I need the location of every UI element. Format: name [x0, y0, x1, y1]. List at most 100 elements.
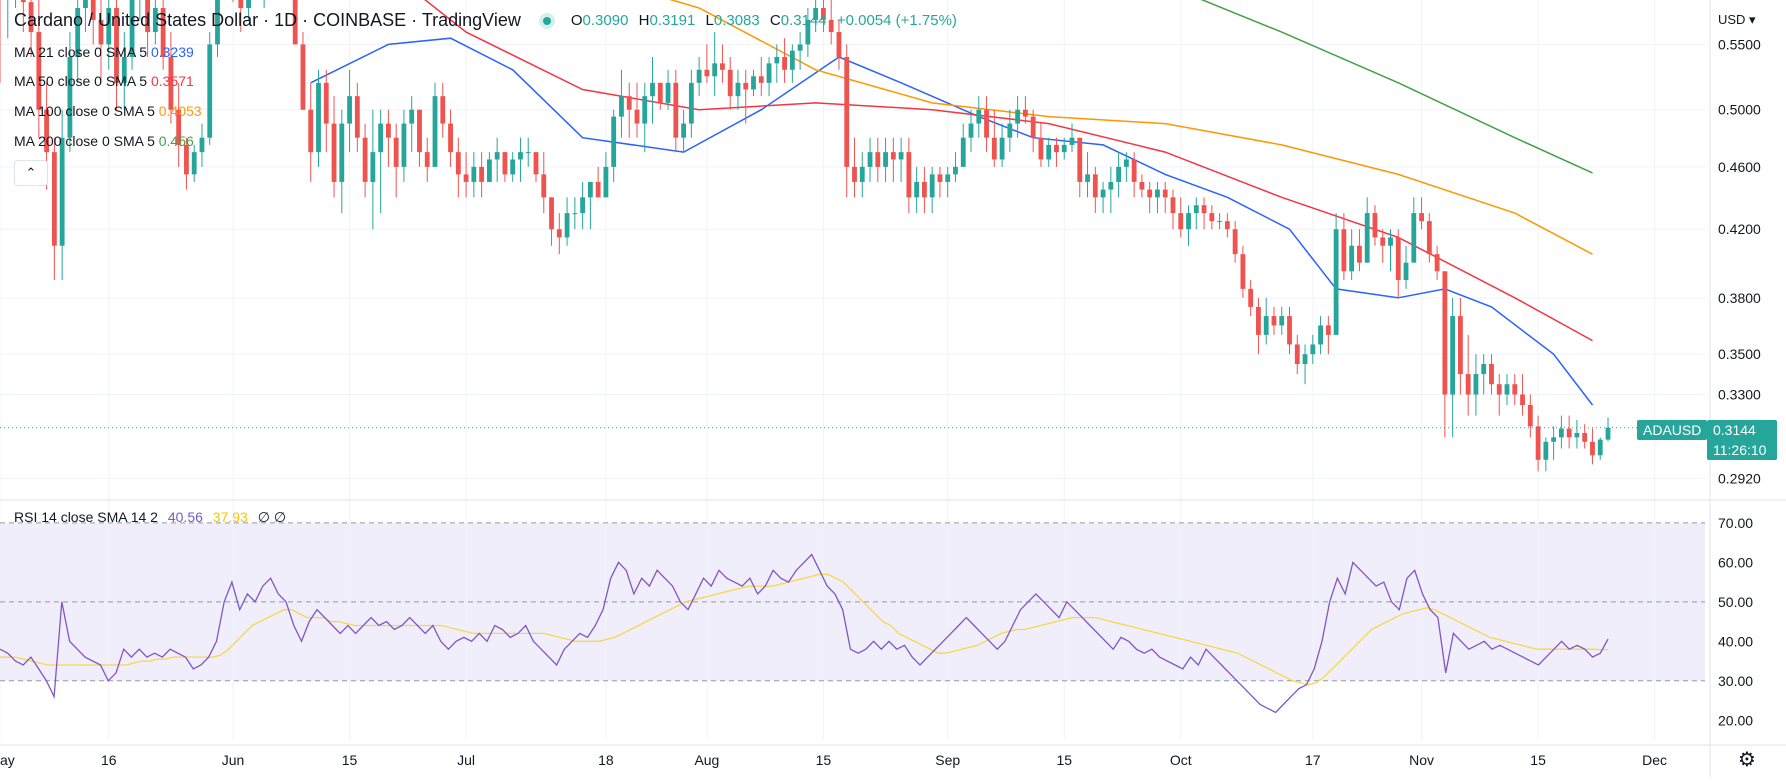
low-label: L: [705, 12, 714, 29]
rsi-line: [0, 553, 1609, 714]
candle-body: [1209, 213, 1215, 222]
candle-body: [347, 96, 352, 124]
candle-body: [1038, 137, 1044, 160]
currency-selector[interactable]: USD ▾: [1718, 12, 1756, 27]
candle-body: [696, 69, 702, 83]
ma-200-legend[interactable]: MA 200 close 0 SMA 5 0.456: [14, 133, 194, 149]
candle-body: [782, 56, 787, 70]
candle-body: [215, 0, 220, 45]
candle-body: [805, 19, 811, 45]
candle-body: [378, 123, 384, 153]
candle-body: [114, 8, 119, 83]
candle-body: [704, 69, 710, 77]
candle-body: [1325, 325, 1331, 335]
candle-body: [370, 152, 376, 182]
candle-body: [1605, 427, 1611, 440]
candle-body: [1403, 262, 1409, 281]
candle-body: [510, 159, 516, 175]
change-value: +0.0054 (+1.75%): [836, 12, 957, 29]
ma-line: [424, 0, 1593, 342]
candle-body: [424, 152, 430, 167]
candle-body: [914, 181, 920, 198]
candle-body: [595, 181, 601, 198]
symbol-price-tag: ADAUSD: [1637, 420, 1707, 440]
ma-50-legend[interactable]: MA 50 close 0 SMA 5 0.3571: [14, 73, 194, 89]
candle-body: [1240, 254, 1246, 289]
candle-body: [1372, 213, 1378, 238]
candle-body: [1201, 205, 1207, 214]
candle-body: [1450, 316, 1456, 395]
price-tick-label: 0.5500: [1718, 36, 1761, 52]
ma-line: [310, 37, 1594, 406]
candle-body: [1341, 229, 1347, 272]
candle-body: [191, 152, 197, 175]
candle-body: [1527, 404, 1533, 427]
candle-body: [1224, 221, 1230, 230]
candle-body: [564, 213, 570, 238]
price-tick-label: 0.4200: [1718, 221, 1761, 237]
candle-body: [1504, 384, 1510, 395]
candle-body: [836, 32, 842, 57]
rsi-tick-label: 20.00: [1718, 712, 1753, 728]
candle-body: [727, 69, 733, 97]
collapse-legend-button[interactable]: ⌃: [14, 160, 48, 186]
candle-body: [1077, 137, 1083, 182]
candle-body: [1535, 426, 1541, 460]
gear-icon[interactable]: ⚙: [1738, 749, 1756, 771]
ohlc-readout: O0.3090 H0.3191 L0.3083 C0.3144 +0.0054 …: [571, 12, 963, 29]
candle-body: [1481, 364, 1487, 375]
candle-body: [720, 63, 725, 70]
time-tick-label: 15: [1056, 752, 1072, 768]
candle-body: [603, 166, 609, 198]
candle-body: [494, 152, 500, 160]
candle-body: [440, 96, 446, 124]
candle-body: [999, 137, 1005, 160]
candle-body: [1294, 344, 1300, 365]
candle-body: [712, 63, 718, 77]
candle-body: [502, 152, 508, 175]
candle-body: [308, 109, 314, 153]
candle-body: [1465, 374, 1471, 395]
ma-50-label: MA 50 close 0 SMA 5: [14, 73, 148, 89]
candle-body: [642, 96, 648, 124]
candle-body: [766, 63, 772, 83]
candle-body: [145, 0, 151, 33]
candle-body: [75, 8, 81, 57]
close-label: C: [769, 12, 781, 29]
candle-body: [572, 213, 578, 215]
candle-body: [1030, 116, 1036, 138]
candle-body: [1543, 441, 1549, 460]
candle-body: [1442, 271, 1448, 395]
candle-body: [432, 96, 438, 167]
rsi-sma-line: [0, 573, 1609, 686]
candle-body: [1318, 325, 1323, 345]
candle-body: [316, 82, 321, 153]
close-value: 0.3144: [780, 12, 827, 29]
candle-body: [1597, 439, 1603, 456]
rsi-tick-label: 60.00: [1718, 554, 1753, 570]
ma-21-value: 0.3239: [150, 44, 194, 60]
ma-100-legend[interactable]: MA 100 close 0 SMA 5 0.4053: [14, 103, 202, 119]
ma-line: [1200, 0, 1593, 174]
candle-body: [1434, 254, 1440, 272]
rsi-legend[interactable]: RSI 14 close SMA 14 2 40.56 37.93 ∅ ∅: [14, 509, 286, 526]
candle-body: [751, 76, 756, 90]
symbol-header: Cardano / United States Dollar · 1D · CO…: [14, 10, 963, 31]
candle-body: [479, 166, 485, 182]
candle-body: [1186, 213, 1191, 230]
candle-body: [1419, 213, 1424, 222]
candle-body: [51, 152, 57, 246]
rsi-tick-label: 40.00: [1718, 633, 1753, 649]
candle-body: [1380, 237, 1386, 246]
price-tick-label: 0.2920: [1718, 470, 1761, 486]
candle-body: [1590, 441, 1595, 456]
ma-21-legend[interactable]: MA 21 close 0 SMA 5 0.3239: [14, 44, 194, 60]
candle-body: [354, 96, 360, 138]
rsi-label: RSI 14 close SMA 14 2: [14, 509, 158, 525]
candle-body: [331, 123, 337, 182]
low-value: 0.3083: [713, 12, 760, 29]
candle-body: [875, 152, 881, 167]
candle-body: [1108, 181, 1114, 190]
